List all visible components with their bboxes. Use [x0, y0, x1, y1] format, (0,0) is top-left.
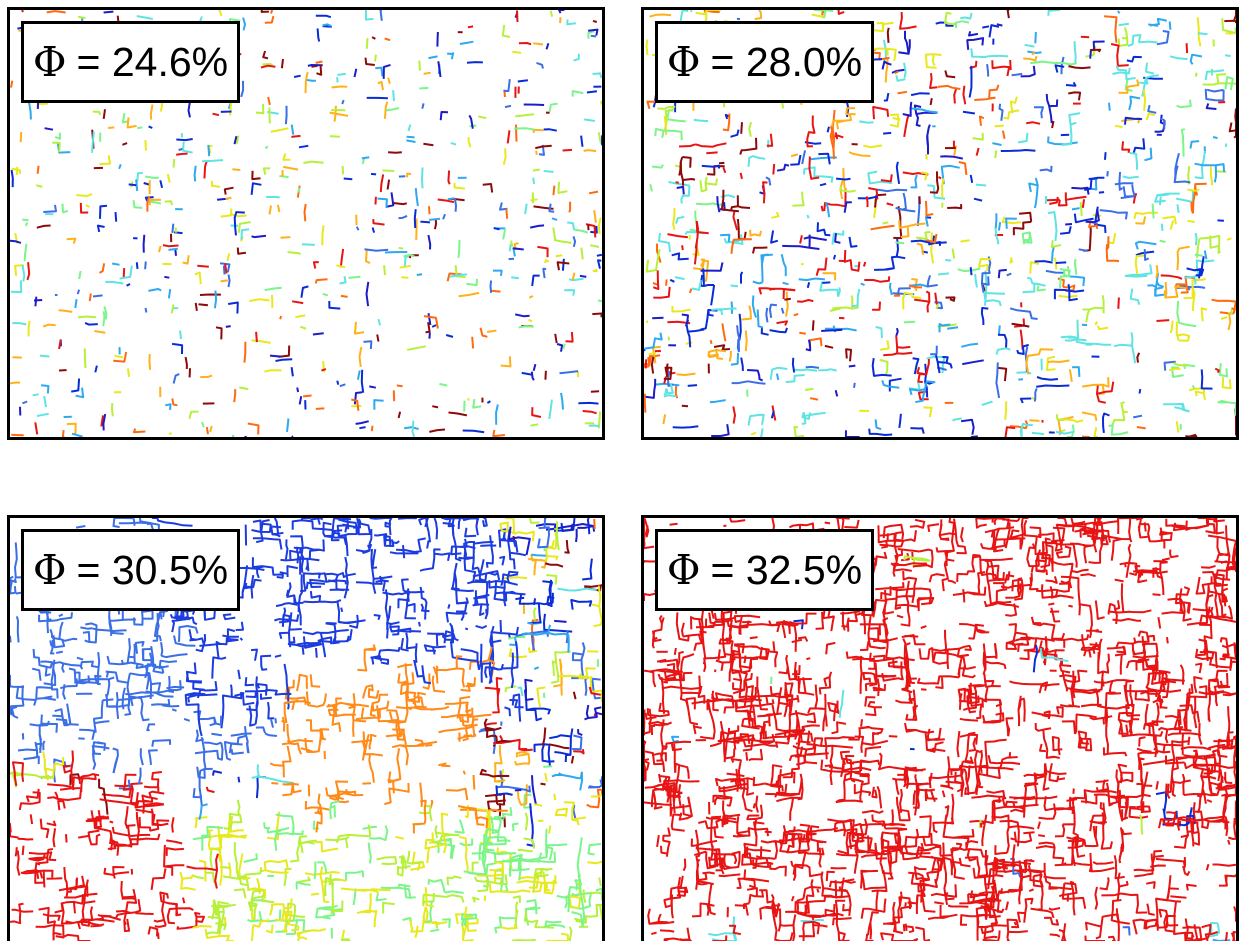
cluster-strands	[10, 518, 602, 941]
volume-fraction-label: Φ = 24.6%	[21, 21, 240, 103]
volume-fraction-label: Φ = 28.0%	[655, 21, 874, 103]
volume-fraction-value: = 24.6%	[76, 38, 229, 85]
phi-symbol: Φ	[32, 38, 67, 86]
volume-fraction-value: = 30.5%	[76, 546, 229, 593]
cluster-strands	[644, 10, 1236, 437]
volume-fraction-label: Φ = 30.5%	[21, 529, 240, 611]
volume-fraction-value: = 28.0%	[710, 38, 863, 85]
phi-symbol: Φ	[666, 38, 701, 86]
cluster-strands	[644, 518, 1236, 941]
panel-phi-28-0: Φ = 28.0%	[641, 7, 1239, 440]
cluster-network-image	[644, 518, 1236, 941]
phi-symbol: Φ	[32, 546, 67, 594]
cluster-network-image	[644, 10, 1236, 437]
panel-phi-30-5: Φ = 30.5%	[7, 515, 605, 941]
panel-phi-24-6: Φ = 24.6%	[7, 7, 605, 440]
volume-fraction-value: = 32.5%	[710, 546, 863, 593]
volume-fraction-label: Φ = 32.5%	[655, 529, 874, 611]
phi-symbol: Φ	[666, 546, 701, 594]
panel-phi-32-5: Φ = 32.5%	[641, 515, 1239, 941]
cluster-network-image	[10, 518, 602, 941]
